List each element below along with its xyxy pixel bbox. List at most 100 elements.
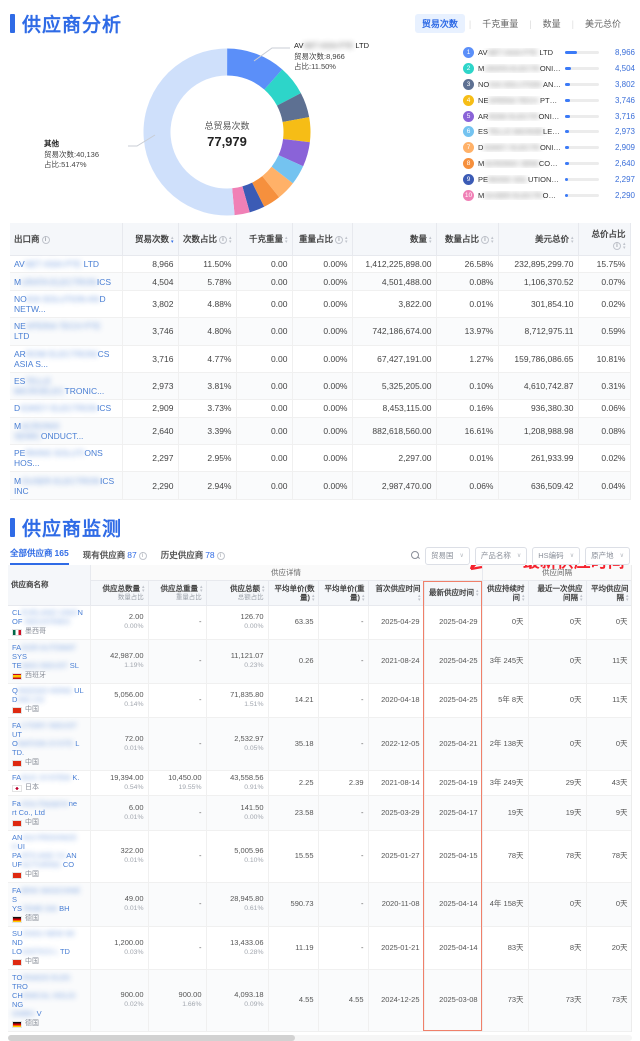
exporter-name-cell[interactable]: NEXPERIA TECH PTE LTD bbox=[10, 317, 123, 346]
sort-icon[interactable]: ▴ ▾ bbox=[476, 589, 479, 598]
t2-col-header-4[interactable]: 平均单价(数量) ▴ ▾ bbox=[268, 580, 319, 606]
info-icon[interactable] bbox=[612, 241, 621, 250]
sort-icon[interactable]: ▴ ▾ bbox=[200, 584, 203, 593]
filter-select-2[interactable]: 产品名称 ∨ bbox=[474, 546, 528, 565]
t1-col-header-8[interactable]: 美元总价 ▴ ▾ bbox=[498, 223, 579, 256]
t1-col-header-1[interactable]: 出口商 bbox=[10, 223, 123, 256]
filter-select-3[interactable]: HS编码 ∨ bbox=[532, 546, 581, 565]
sort-icon[interactable]: ▴ ▾ bbox=[522, 593, 525, 602]
legend-item[interactable]: 8 MACRONIX SEMICONDU... 2,640 bbox=[463, 156, 635, 172]
t2-col-header-3[interactable]: 供应总额 ▴ ▾ 总额占比 bbox=[206, 580, 269, 606]
t2-col-header-7[interactable]: 最新供应时间 ▴ ▾ bbox=[424, 580, 483, 606]
sort-icon[interactable]: ▴ ▾ bbox=[142, 584, 145, 593]
exporter-name-cell[interactable]: ARROW ELECTRONICS ASIA S... bbox=[10, 345, 123, 373]
t1-cell: 301,854.10 bbox=[498, 290, 579, 319]
donut-slice-7[interactable] bbox=[138, 43, 316, 221]
sort-icon[interactable]: ▴ ▾ bbox=[262, 584, 265, 593]
legend-item[interactable]: 2 MURATA ELECTRONICS 4,504 bbox=[463, 61, 635, 77]
sort-icon[interactable]: ▴ ▾ bbox=[623, 241, 626, 250]
metric-tab-1[interactable]: 贸易次数 bbox=[414, 14, 465, 33]
donut-slice-3[interactable] bbox=[138, 43, 316, 221]
sort-icon[interactable]: ▴ ▾ bbox=[571, 235, 574, 244]
sort-icon[interactable]: ▴ ▾ bbox=[362, 593, 365, 602]
sort-icon[interactable]: ▴ ▾ bbox=[418, 593, 421, 602]
supplier-name-cell[interactable]: Factory Equipmene rt Co., Ltd 中国 bbox=[8, 795, 91, 831]
sort-icon[interactable]: ▴ ▾ bbox=[626, 593, 629, 602]
t2-col-header-8[interactable]: 供应持续时间 ▴ ▾ bbox=[482, 580, 529, 606]
legend-item[interactable]: 1 AVNET ASIA PTE LTD 8,966 bbox=[463, 45, 635, 61]
last-gap-cell: 78天 bbox=[528, 830, 587, 884]
legend-item[interactable]: 7 DIGIKEY ELECTRONICS 2,909 bbox=[463, 140, 635, 156]
supplier-name-cell[interactable]: QINGDAO HONG UL DING CO 中国 bbox=[8, 683, 91, 719]
t2-col-header-5[interactable]: 平均单价(重量) ▴ ▾ bbox=[318, 580, 369, 606]
info-icon[interactable] bbox=[334, 235, 343, 244]
sort-icon[interactable]: ▴ ▾ bbox=[491, 235, 494, 244]
filter-select-1[interactable]: 贸易国 ∨ bbox=[424, 546, 470, 565]
donut-slice-4[interactable] bbox=[143, 48, 311, 216]
donut-chart-svg[interactable] bbox=[138, 43, 316, 221]
t1-col-header-7[interactable]: 数量占比 ▴▾ bbox=[436, 223, 499, 256]
exporter-name-cell[interactable]: MURATA ELECTRONICS bbox=[10, 272, 123, 291]
supplier-name-cell[interactable]: FAGOR AUTOMAT SYS TEMAS INDUST SL 西班牙 bbox=[8, 639, 91, 684]
t1-col-header-2[interactable]: 贸易次数 ▴ ▾ bbox=[122, 223, 179, 256]
sort-icon[interactable]: ▴ ▾ bbox=[312, 593, 315, 602]
exporter-name-cell[interactable]: AVNET ASIA PTE LTD bbox=[10, 255, 123, 274]
metric-tab-3[interactable]: 数量 bbox=[542, 19, 561, 29]
donut-slice-5[interactable] bbox=[143, 48, 311, 216]
exporter-name-cell[interactable]: NOKIA SOLUTION AND NETW... bbox=[10, 290, 123, 319]
t1-col-header-4[interactable]: 千克重量 ▴ ▾ bbox=[236, 223, 293, 256]
filter-select-4[interactable]: 原产地 ∨ bbox=[585, 546, 630, 565]
search-icon[interactable] bbox=[410, 551, 420, 560]
legend-item[interactable]: 4 NEXPERIA TECH PTE LTD 3,746 bbox=[463, 92, 635, 108]
legend-item[interactable]: 5 ARROW ELECTRONICS ASI... 3,716 bbox=[463, 108, 635, 124]
sort-icon[interactable]: ▴ ▾ bbox=[229, 235, 232, 244]
legend-item[interactable]: 6 ESTELLE MICROELECTRON... 2,973 bbox=[463, 124, 635, 140]
supplier-name-cell[interactable]: FANUC SYSTEM K. 日本 bbox=[8, 770, 91, 797]
t1-col-header-5[interactable]: 重量占比 ▴▾ bbox=[292, 223, 353, 256]
sort-icon[interactable]: ▴ ▾ bbox=[580, 593, 583, 602]
supplier-tab-1[interactable]: 全部供应商 165 bbox=[10, 547, 69, 565]
t1-col-header-3[interactable]: 次数占比 ▴▾ bbox=[178, 223, 237, 256]
t2-col-header-9[interactable]: 最近一次供应间隔 ▴ ▾ bbox=[528, 580, 587, 606]
supplier-name-cell[interactable]: CLEVELAND UNION OF INDUSTRIES 墨西哥 bbox=[8, 605, 91, 641]
exporter-name-cell[interactable]: MACRONIX SEMICONDUCT... bbox=[10, 417, 123, 446]
unit-price-wt-cell: - bbox=[318, 683, 369, 719]
exporter-name-cell[interactable]: PERKINS SOLUTIONS HOS... bbox=[10, 444, 123, 473]
legend-item[interactable]: 10 MOUSER ELECTRONICS INC 2,290 bbox=[463, 187, 635, 203]
t2-col-header-6[interactable]: 首次供应时间 ▴ ▾ bbox=[368, 580, 425, 606]
donut-slice-2[interactable] bbox=[138, 43, 316, 221]
legend-item[interactable]: 9 PERKINS SOLUTIONS H... 2,297 bbox=[463, 171, 635, 187]
scrollbar-thumb[interactable] bbox=[8, 1034, 296, 1041]
donut-slice-6[interactable] bbox=[138, 43, 316, 221]
info-icon[interactable] bbox=[216, 551, 225, 560]
exporter-name-cell[interactable]: DIGIKEY ELECTRONICS bbox=[10, 399, 123, 418]
supplier-name-cell[interactable]: ANHUI PROVINCE HUI PARTS AND YUAN UFACTURI… bbox=[8, 830, 91, 884]
donut-slice-9[interactable] bbox=[138, 43, 316, 221]
legend-item[interactable]: 3 NOKIA SOLUTION AND NE... 3,802 bbox=[463, 77, 635, 93]
sort-icon[interactable]: ▴ ▾ bbox=[171, 235, 174, 244]
supplier-name-cell[interactable]: SUZHOU NEW WI ND LOGISTICS L TD 中国 bbox=[8, 926, 91, 971]
info-icon[interactable] bbox=[480, 235, 489, 244]
supplier-name-cell[interactable]: FABRIK MASCHINE S YSTEME GM BH 德国 bbox=[8, 882, 91, 927]
info-icon[interactable] bbox=[218, 235, 227, 244]
donut-slice-8[interactable] bbox=[138, 43, 316, 221]
metric-tab-2[interactable]: 千克重量 bbox=[482, 19, 519, 29]
supplier-tab-3[interactable]: 历史供应商 78 bbox=[161, 549, 225, 565]
info-icon[interactable] bbox=[41, 235, 50, 244]
t2-col-header-10[interactable]: 平均供应间隔 ▴ ▾ bbox=[586, 580, 631, 606]
supplier-name-cell[interactable]: FACTORY INDUST UT OMATION SYSTE L TD. 中国 bbox=[8, 717, 91, 771]
metric-tab-4[interactable]: 美元总价 bbox=[584, 19, 621, 29]
info-icon[interactable] bbox=[138, 551, 147, 560]
exporter-name-cell[interactable]: ESTELLE MICROELECTRONIC... bbox=[10, 372, 123, 401]
supplier-tab-2[interactable]: 现有供应商 87 bbox=[83, 549, 147, 565]
t1-col-header-9[interactable]: 总价占比▴▾ bbox=[578, 223, 631, 256]
sort-icon[interactable]: ▴ ▾ bbox=[429, 235, 432, 244]
t1-col-header-6[interactable]: 数量 ▴ ▾ bbox=[352, 223, 437, 256]
sort-icon[interactable]: ▴ ▾ bbox=[285, 235, 288, 244]
t2-col-header-1[interactable]: 供应总数量 ▴ ▾ 数量占比 bbox=[90, 580, 149, 606]
donut-slice-10[interactable] bbox=[141, 46, 314, 219]
sort-icon[interactable]: ▴ ▾ bbox=[345, 235, 348, 244]
t2-col-header-2[interactable]: 供应总重量 ▴ ▾ 重量占比 bbox=[148, 580, 207, 606]
exporter-name-cell[interactable]: MOUSER ELECTRONICS INC bbox=[10, 471, 123, 500]
